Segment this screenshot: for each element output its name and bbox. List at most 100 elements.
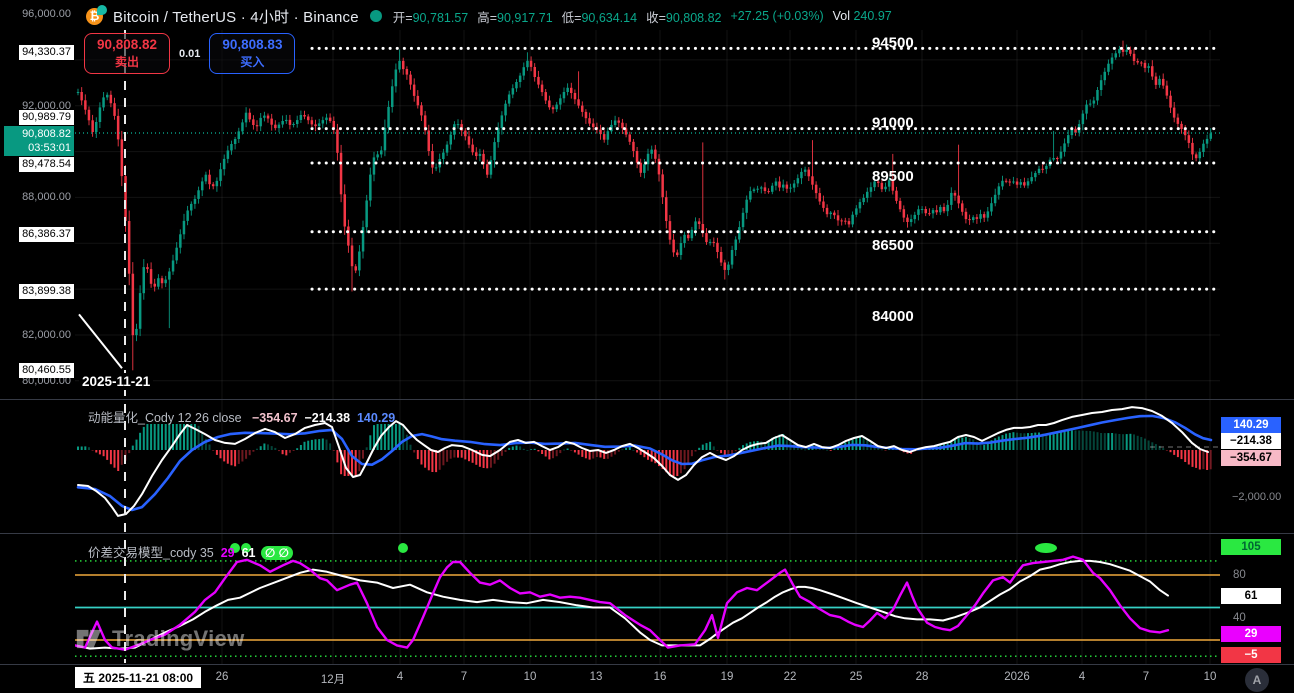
order-panel: 90,808.82 卖出 0.01 90,808.83 买入	[84, 33, 296, 74]
level-line-label: 94500	[872, 34, 914, 51]
indicator2-title: 价差交易模型_cody	[88, 546, 197, 560]
volume-label: Vol	[832, 9, 850, 23]
time-axis-tick[interactable]: 4	[396, 671, 404, 683]
time-axis-tick[interactable]: 26	[215, 671, 229, 683]
time-axis-tick[interactable]: 2026	[1004, 671, 1030, 683]
oscillator-magenta-line	[75, 555, 1170, 651]
time-axis-tick[interactable]: 28	[915, 671, 929, 683]
indicator-value-badge: −214.38	[1221, 433, 1281, 449]
open-value: 90,781.57	[412, 10, 469, 25]
indicator-value-badge: 140.29	[1221, 417, 1281, 433]
price-level-label: 90,989.79	[0, 110, 74, 125]
buy-button[interactable]: 90,808.83 买入	[209, 33, 296, 74]
auto-scale-button[interactable]: A	[1245, 668, 1269, 692]
level-line-label: 91000	[872, 115, 914, 132]
time-axis-tick[interactable]: 25	[849, 671, 863, 683]
buy-label: 买入	[240, 55, 265, 69]
date-annotation-label[interactable]: 2025-11-21	[79, 373, 154, 390]
signal-dot-marker	[1035, 543, 1057, 553]
close-value: 90,808.82	[665, 10, 722, 25]
indicator-value-badge: 29	[1221, 626, 1281, 642]
price-axis-label: 96,000.00	[22, 8, 71, 20]
indicator1-params: 12 26 close	[177, 411, 242, 425]
indicator2-legend[interactable]: 价差交易模型_cody 35 29 61 ∅ ∅	[88, 542, 293, 561]
price-level-label: 80,460.55	[0, 363, 74, 378]
time-axis-tick[interactable]: 10	[1203, 671, 1217, 683]
sell-label: 卖出	[114, 55, 139, 69]
price-axis-label: 88,000.00	[22, 191, 71, 203]
time-axis-tick[interactable]: 22	[783, 671, 797, 683]
market-status-icon	[369, 10, 382, 22]
time-axis-tick[interactable]: 7	[460, 671, 468, 683]
crosshair-time-label: 五 2025-11-21 08:00	[75, 667, 202, 688]
price-level-label: 94,330.37	[0, 45, 74, 60]
change-value: +27.25 (+0.03%)	[730, 9, 824, 23]
indicator2-magenta-value: 29	[220, 546, 235, 560]
signal-dot-marker	[241, 543, 251, 553]
indicator-value-badge: 40	[1233, 612, 1246, 624]
candlestick-series	[76, 40, 1212, 371]
sell-price: 90,808.82	[96, 37, 158, 52]
buy-price: 90,808.83	[222, 37, 283, 52]
low-value: 90,634.14	[581, 10, 638, 25]
watermark-text: TradingView	[112, 626, 245, 651]
indicator1-title: 动能量化_Cody	[88, 411, 175, 425]
time-axis[interactable]: 26 12月 4 7 10 13 16 19 22 25 28 2026 4 7 10 五 2025-11-…	[0, 664, 1294, 693]
price-axis-label: 80,000.00	[22, 375, 71, 387]
high-label: 高=	[477, 10, 498, 25]
level-line-label: 86500	[872, 237, 914, 254]
time-axis-tick[interactable]: 16	[653, 671, 667, 683]
indicator-value-badge: 105	[1221, 539, 1281, 555]
time-axis-tick[interactable]: 12月	[320, 674, 346, 686]
indicator2-white-value: 61	[241, 546, 256, 560]
time-axis-tick[interactable]: 10	[523, 671, 537, 683]
open-label: 开=	[392, 10, 413, 25]
level-line-label: 84000	[872, 308, 914, 325]
indicator1-hist-value: −354.67	[251, 411, 298, 425]
indicator-value-badge: 80	[1233, 569, 1246, 581]
high-value: 90,917.71	[497, 10, 553, 25]
indicator2-null-markers: ∅ ∅	[260, 546, 293, 560]
macd-white-line	[77, 406, 1209, 517]
indicator2-params: 35	[199, 546, 214, 560]
indicator-value-badge: −5	[1221, 647, 1281, 663]
bitcoin-icon: ₿	[86, 5, 107, 26]
oscillator-panel	[75, 543, 1220, 657]
symbol-title[interactable]: Bitcoin / TetherUS · 4小时 · Binance	[113, 8, 359, 26]
axis-gridline-label: −2,000.00	[1232, 491, 1282, 503]
trend-annotation-line	[78, 313, 123, 369]
spread-value: 0.01	[179, 47, 201, 60]
price-axis-label: 92,000.00	[22, 100, 71, 112]
indicator1-legend[interactable]: 动能量化_Cody 12 26 close −354.67 −214.38 14…	[88, 407, 395, 426]
indicator1-white-value: −214.38	[304, 411, 351, 425]
time-axis-tick[interactable]: 4	[1078, 671, 1086, 683]
time-axis-tick[interactable]: 7	[1142, 671, 1150, 683]
indicator1-blue-value: 140.29	[356, 411, 396, 425]
price-level-label: 86,386.37	[0, 227, 74, 242]
momentum-panel	[76, 406, 1220, 517]
time-axis-tick[interactable]: 19	[720, 671, 734, 683]
time-axis-tick[interactable]: 13	[589, 671, 603, 683]
indicator-value-badge: −354.67	[1221, 450, 1281, 466]
symbol-header: ₿ Bitcoin / TetherUS · 4小时 · Binance 开=9…	[86, 4, 892, 28]
tradingview-watermark: TradingView	[76, 626, 245, 652]
volume-value: 240.97	[853, 9, 892, 23]
indicator-value-badge: 61	[1221, 588, 1281, 604]
level-line-label: 89500	[872, 168, 914, 185]
price-axis-label: 82,000.00	[22, 329, 71, 341]
tradingview-logo-icon	[76, 629, 101, 649]
signal-dot-marker	[230, 543, 240, 553]
grid	[75, 30, 1220, 664]
oscillator-white-line	[75, 559, 1169, 650]
ohlc-stats: 开=90,781.57 高=90,917.71 低=90,634.14 收=90…	[393, 7, 892, 26]
sell-button[interactable]: 90,808.82 卖出	[84, 33, 170, 74]
last-price-badge: 90,808.82 03:53:01	[4, 126, 74, 156]
price-level-label: 89,478.54	[0, 157, 74, 172]
signal-dot-marker	[398, 543, 408, 553]
close-label: 收=	[646, 10, 666, 25]
macd-blue-line	[76, 414, 1213, 512]
price-level-label: 83,899.38	[0, 284, 74, 299]
low-label: 低=	[561, 10, 582, 25]
